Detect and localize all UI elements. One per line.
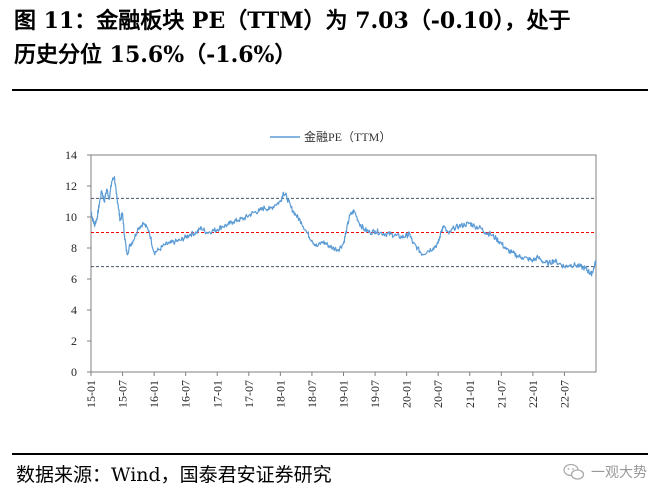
y-tick-label: 4 xyxy=(71,303,77,317)
y-tick-label: 14 xyxy=(65,148,77,162)
plot-frame xyxy=(90,154,597,373)
y-tick-label: 2 xyxy=(71,334,77,348)
series-line-0 xyxy=(90,176,597,277)
reference-lines xyxy=(91,197,596,268)
x-tick-label: 22-07 xyxy=(557,380,571,408)
y-axis: 0 2 4 6 8 10 12 14 xyxy=(65,148,91,379)
data-source: 数据来源：Wind，国泰君安证券研究 xyxy=(16,464,332,486)
x-tick-label: 19-07 xyxy=(368,380,382,408)
x-tick-label: 15-07 xyxy=(116,380,130,408)
bottom-rule xyxy=(12,453,648,455)
y-tick-label: 12 xyxy=(65,179,77,193)
x-tick-label: 16-07 xyxy=(179,380,193,408)
y-tick-label: 6 xyxy=(71,272,77,286)
x-tick-label: 18-01 xyxy=(273,380,287,408)
series-layer xyxy=(90,176,597,277)
pe-line-chart: 金融PE（TTM） 0 2 4 6 8 10 12 14 15-01 15-07 16-01 16-… xyxy=(65,129,597,408)
y-tick-label: 0 xyxy=(71,365,77,379)
wechat-icon xyxy=(563,463,585,480)
legend-label: 金融PE（TTM） xyxy=(304,129,391,144)
x-tick-label: 21-01 xyxy=(463,380,477,408)
watermark: 一观大势 xyxy=(563,462,647,482)
title-line-2: 历史分位 15.6%（-1.6%） xyxy=(14,42,297,68)
y-tick-label: 10 xyxy=(65,210,77,224)
x-tick-label: 21-07 xyxy=(494,380,508,408)
title-line-1: 图 11：金融板块 PE（TTM）为 7.03（-0.10），处于 xyxy=(14,8,571,34)
figure-title: 图 11：金融板块 PE（TTM）为 7.03（-0.10），处于 历史分位 1… xyxy=(14,4,648,72)
x-tick-label: 19-01 xyxy=(337,380,351,408)
x-tick-label: 20-01 xyxy=(400,380,414,408)
watermark-text: 一观大势 xyxy=(591,465,647,481)
x-tick-label: 17-01 xyxy=(210,380,224,408)
top-rule xyxy=(12,89,648,91)
x-tick-label: 18-07 xyxy=(305,380,319,408)
x-tick-label: 17-07 xyxy=(242,380,256,408)
x-axis: 15-01 15-07 16-01 16-07 17-01 17-07 18-01 18-07… xyxy=(84,372,571,408)
x-tick-label: 15-01 xyxy=(84,380,98,408)
chart-legend: 金融PE（TTM） xyxy=(270,129,391,144)
x-tick-label: 20-07 xyxy=(431,380,445,408)
x-tick-label: 22-01 xyxy=(526,380,540,408)
x-tick-label: 16-01 xyxy=(147,380,161,408)
y-tick-label: 8 xyxy=(71,241,77,255)
